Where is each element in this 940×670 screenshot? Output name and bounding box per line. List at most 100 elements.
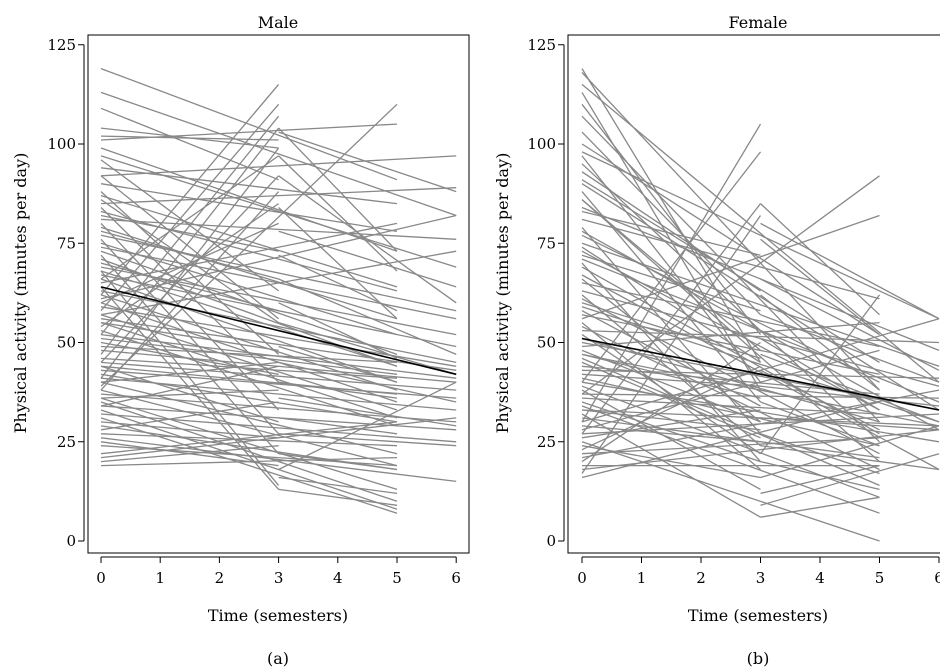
panel-title: Female xyxy=(729,13,788,32)
individual-line xyxy=(100,318,457,371)
x-tick-label: 5 xyxy=(392,569,402,587)
x-tick-label: 0 xyxy=(96,569,106,587)
panel-male: 0 25 50 75 100 125 0 1 2 3 4 5 6 Male Time (semeste… xyxy=(11,13,470,668)
individual-line xyxy=(100,218,457,240)
mean-trajectory xyxy=(100,286,457,376)
x-axis: 0 1 2 3 4 5 6 xyxy=(96,556,461,587)
individual-line xyxy=(581,357,880,486)
individual-line xyxy=(581,103,762,335)
y-tick-label: 0 xyxy=(66,532,76,550)
x-tick-label: 4 xyxy=(333,569,343,587)
individual-line xyxy=(760,314,940,383)
individual-line xyxy=(100,155,279,280)
individual-line xyxy=(760,425,940,479)
individual-line xyxy=(760,222,940,320)
individual-line xyxy=(581,385,880,498)
plot-frame xyxy=(87,34,470,554)
y-tick-label: 75 xyxy=(537,234,556,252)
individual-line xyxy=(581,218,880,300)
panel-caption: (b) xyxy=(747,649,770,668)
y-tick-label: 50 xyxy=(537,334,556,352)
panel-female: 0 25 50 75 100 125 0 1 2 3 4 5 6 Female Time (semes… xyxy=(493,13,940,668)
y-tick-label: 25 xyxy=(537,433,556,451)
individual-line xyxy=(100,226,398,320)
y-axis: 0 25 50 75 100 125 xyxy=(47,36,85,550)
individual-line xyxy=(100,127,280,355)
x-axis-label: Time (semesters) xyxy=(688,606,828,625)
individual-line xyxy=(581,115,880,423)
individual-line xyxy=(581,203,762,435)
individual-line xyxy=(100,437,457,483)
individual-line xyxy=(100,413,457,443)
individual-line xyxy=(581,429,940,471)
individual-line xyxy=(278,361,457,403)
y-tick-label: 100 xyxy=(527,135,556,153)
individual-line xyxy=(760,464,880,495)
individual-line xyxy=(278,476,398,495)
individual-line xyxy=(581,437,880,455)
individual-line xyxy=(100,167,398,205)
x-tick-label: 3 xyxy=(756,569,766,587)
individual-line xyxy=(278,254,398,312)
individual-line xyxy=(100,456,398,467)
individual-line xyxy=(759,294,881,455)
individual-line xyxy=(760,238,880,336)
individual-line xyxy=(278,278,457,355)
individual-line xyxy=(581,262,761,463)
individual-line xyxy=(100,191,280,355)
individual-line xyxy=(100,266,457,336)
individual-line xyxy=(100,306,457,367)
individual-line xyxy=(278,155,398,272)
individual-line xyxy=(100,361,457,391)
individual-line xyxy=(581,151,940,320)
individual-line xyxy=(100,147,398,252)
individual-line xyxy=(278,175,457,304)
individual-line xyxy=(100,274,457,348)
individual-line xyxy=(100,127,279,149)
x-tick-label: 6 xyxy=(451,569,461,587)
individual-line xyxy=(100,250,457,316)
individual-line xyxy=(581,409,761,439)
y-tick-label: 25 xyxy=(57,433,76,451)
y-axis-label: Physical activity (minutes per day) xyxy=(11,153,30,434)
individual-line xyxy=(278,321,457,375)
individual-line xyxy=(100,210,398,292)
individual-line xyxy=(100,321,279,352)
individual-line xyxy=(760,385,940,407)
individual-line xyxy=(581,401,880,479)
individual-line xyxy=(100,329,398,427)
individual-line xyxy=(581,258,940,403)
individual-line xyxy=(100,433,398,447)
y-tick-label: 100 xyxy=(47,135,76,153)
x-tick-label: 6 xyxy=(934,569,940,587)
y-axis-label: Physical activity (minutes per day) xyxy=(493,153,512,434)
individual-line xyxy=(581,191,761,403)
individual-line xyxy=(278,302,398,359)
individual-line xyxy=(760,401,880,447)
individual-line xyxy=(581,302,761,360)
individual-line xyxy=(278,397,457,427)
individual-line xyxy=(100,242,398,336)
individual-line xyxy=(278,127,398,252)
x-axis: 0 1 2 3 4 5 6 xyxy=(577,556,940,587)
y-axis: 0 25 50 75 100 125 xyxy=(527,36,565,550)
individual-line xyxy=(581,389,940,459)
individual-line xyxy=(760,278,940,371)
individual-line xyxy=(100,333,457,379)
individual-line xyxy=(278,230,457,288)
x-tick-label: 2 xyxy=(215,569,225,587)
individual-line xyxy=(278,433,457,447)
individual-line xyxy=(278,488,398,506)
individual-line xyxy=(581,242,940,367)
individual-line xyxy=(100,337,398,375)
individual-line xyxy=(100,417,457,459)
individual-line xyxy=(581,199,761,351)
mean-line xyxy=(100,286,457,376)
individual-line xyxy=(760,445,940,471)
individual-line xyxy=(760,460,880,491)
individual-line xyxy=(100,103,398,387)
individual-line xyxy=(760,353,940,423)
individual-line xyxy=(760,496,880,518)
individual-line xyxy=(581,341,761,463)
